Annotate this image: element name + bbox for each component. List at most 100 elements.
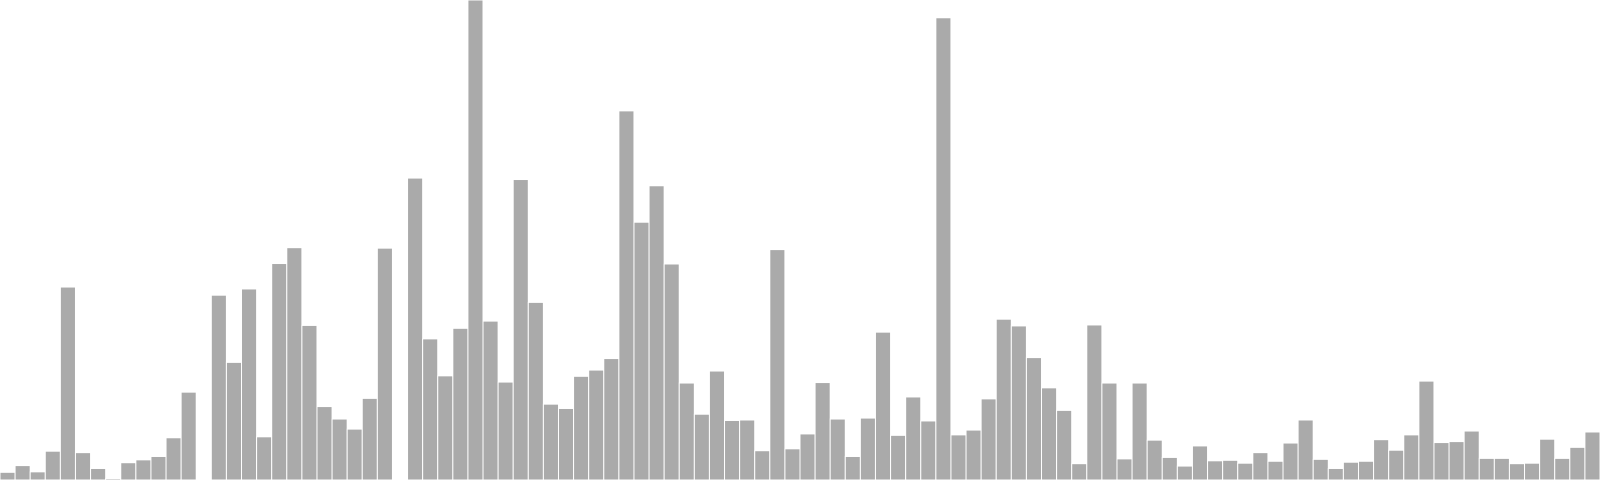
- bar: [814, 382, 831, 480]
- bar: [1071, 463, 1088, 480]
- bar: [1056, 409, 1073, 480]
- bar: [422, 338, 439, 480]
- bar: [693, 413, 710, 480]
- bar: [120, 462, 137, 480]
- bar: [376, 247, 393, 480]
- bar: [950, 434, 967, 480]
- bar: [74, 452, 92, 480]
- bar: [859, 417, 876, 480]
- bar: [14, 465, 31, 480]
- bar: [1237, 462, 1254, 480]
- bar: [739, 419, 756, 480]
- bar: [648, 185, 665, 480]
- bar: [1388, 449, 1405, 480]
- bar: [1493, 457, 1510, 480]
- bar: [1524, 462, 1541, 480]
- bar: [361, 397, 378, 480]
- bar: [1357, 460, 1375, 480]
- bar: [1252, 452, 1269, 480]
- bar: [724, 419, 741, 480]
- bar: [542, 403, 559, 480]
- bar: [1025, 357, 1043, 480]
- bar: [241, 288, 258, 480]
- bar: [708, 370, 726, 480]
- bar: [995, 318, 1012, 480]
- bar: [497, 381, 514, 480]
- bar: [980, 398, 997, 480]
- bar: [1373, 439, 1390, 480]
- bar: [1207, 460, 1224, 480]
- bar: [1584, 431, 1600, 480]
- bar: [1131, 382, 1148, 480]
- bar: [1146, 439, 1163, 480]
- bar: [1086, 324, 1103, 480]
- bar: [633, 221, 650, 480]
- bar: [1418, 380, 1435, 480]
- bar: [588, 369, 605, 480]
- bar: [59, 286, 76, 480]
- bar: [1191, 445, 1209, 480]
- bar: [150, 455, 167, 480]
- bar: [1463, 430, 1480, 480]
- bar: [844, 455, 861, 480]
- bar: [920, 420, 937, 480]
- bar: [1297, 419, 1314, 480]
- bar: [603, 358, 620, 480]
- bar: [180, 391, 197, 480]
- bar: [965, 429, 982, 480]
- bar: [1403, 434, 1420, 480]
- bar: [784, 448, 801, 480]
- bar: [135, 459, 152, 480]
- bar: [482, 320, 499, 480]
- bar: [1312, 458, 1329, 480]
- bar: [210, 294, 227, 480]
- bar: [0, 471, 16, 480]
- bar: [165, 437, 182, 480]
- bar: [271, 263, 288, 480]
- bar: [1327, 467, 1344, 480]
- bar: [1176, 465, 1193, 480]
- bar: [799, 433, 816, 480]
- bar: [407, 177, 424, 480]
- bar: [437, 375, 454, 480]
- bar: [1569, 446, 1586, 480]
- bar: [557, 407, 575, 480]
- bar: [1161, 456, 1178, 480]
- bar: [256, 436, 273, 480]
- bar: [44, 450, 61, 480]
- bar: [301, 324, 318, 480]
- bar: [678, 382, 695, 480]
- bar: [346, 428, 363, 480]
- bar: [331, 418, 348, 480]
- bar: [467, 0, 484, 480]
- bar: [663, 263, 680, 480]
- bar: [1478, 457, 1495, 480]
- bar: [890, 434, 907, 480]
- bar: [527, 301, 544, 480]
- bar: [618, 110, 635, 480]
- bar: [452, 327, 469, 480]
- bar: [1433, 442, 1450, 480]
- bar: [1282, 442, 1299, 480]
- bar: [29, 471, 46, 480]
- bar: [829, 418, 846, 480]
- bar: [1041, 387, 1058, 480]
- bar: [1554, 457, 1571, 480]
- bar: [1508, 463, 1526, 480]
- bar: [905, 396, 922, 480]
- bar: [1448, 441, 1465, 480]
- bar: [935, 17, 952, 480]
- bar: [1101, 382, 1118, 480]
- bar: [1116, 458, 1133, 480]
- bar: [512, 179, 529, 480]
- bar: [90, 467, 107, 480]
- bar: [769, 249, 786, 480]
- bar: [874, 331, 892, 480]
- bar: [1010, 325, 1027, 480]
- bar: [1539, 438, 1556, 480]
- bar: [1342, 461, 1359, 480]
- bar: [1267, 460, 1284, 480]
- bar: [1222, 459, 1239, 480]
